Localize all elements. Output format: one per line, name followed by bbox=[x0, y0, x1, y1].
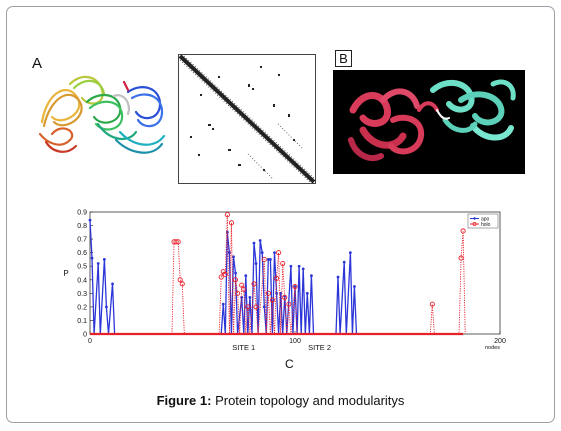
data-point bbox=[258, 239, 262, 242]
data-point bbox=[286, 301, 292, 307]
data-point bbox=[252, 241, 256, 245]
data-point bbox=[244, 274, 248, 278]
y-tick-label: 0.7 bbox=[77, 237, 87, 244]
data-point bbox=[269, 297, 275, 303]
legend-label: apo bbox=[481, 216, 490, 222]
contact-map-image bbox=[178, 54, 316, 184]
data-point bbox=[261, 256, 267, 262]
site-label: SITE 2 bbox=[308, 343, 331, 352]
data-point bbox=[218, 274, 224, 280]
series-apo bbox=[88, 218, 464, 335]
data-point bbox=[254, 262, 258, 265]
figure-caption: Figure 1: Protein topology and modularit… bbox=[0, 393, 561, 408]
site-label: SITE 1 bbox=[232, 343, 255, 352]
x-tick-label: 100 bbox=[289, 338, 301, 345]
panel-c-label: C bbox=[285, 357, 294, 371]
y-tick-label: 0.3 bbox=[77, 291, 87, 298]
data-point bbox=[224, 212, 230, 218]
y-tick-label: 0.8 bbox=[77, 223, 87, 230]
x-tick-label: 200 bbox=[494, 338, 506, 345]
y-axis-label: P bbox=[63, 269, 68, 278]
data-point bbox=[265, 290, 271, 296]
data-point bbox=[266, 258, 270, 261]
panel-a-label: A bbox=[32, 55, 43, 72]
chart-axes: 0 0.1 0.2 0.3 0.4 0.5 0.6 0.7 0.8 0.9 0 100 200 Pnode… bbox=[63, 210, 506, 353]
x-unit-label: nodes bbox=[485, 345, 500, 351]
data-point bbox=[305, 291, 309, 295]
y-tick-label: 0 bbox=[83, 332, 87, 339]
y-tick-label: 0.1 bbox=[77, 318, 87, 325]
data-point bbox=[96, 262, 100, 265]
data-point bbox=[232, 255, 235, 259]
data-point bbox=[179, 281, 185, 287]
data-point bbox=[234, 271, 237, 275]
legend-label: holo bbox=[481, 222, 491, 228]
data-point bbox=[292, 284, 298, 290]
data-point bbox=[297, 264, 301, 268]
data-point bbox=[88, 218, 92, 222]
data-point bbox=[239, 282, 245, 288]
x-tick-label: 0 bbox=[88, 338, 92, 345]
data-point bbox=[221, 302, 225, 306]
protein-ensemble-image bbox=[38, 75, 166, 154]
data-point bbox=[260, 251, 264, 255]
data-point bbox=[222, 271, 228, 277]
data-point bbox=[90, 256, 94, 260]
data-point bbox=[273, 275, 280, 281]
y-tick-label: 0.4 bbox=[77, 277, 87, 284]
y-tick-label: 0.6 bbox=[77, 250, 87, 257]
data-point bbox=[248, 296, 252, 299]
data-point bbox=[232, 277, 239, 283]
y-tick-label: 0.5 bbox=[77, 264, 87, 271]
data-point bbox=[342, 260, 346, 264]
data-point bbox=[460, 228, 466, 234]
data-point bbox=[280, 260, 286, 267]
data-point bbox=[228, 251, 231, 255]
data-point bbox=[262, 305, 266, 309]
caption-label: Figure 1: bbox=[156, 393, 212, 408]
protein-domains-image bbox=[333, 70, 525, 174]
y-tick-label: 0.2 bbox=[77, 304, 87, 311]
data-point bbox=[251, 281, 257, 287]
data-point bbox=[102, 258, 106, 261]
data-point bbox=[282, 294, 288, 300]
data-point bbox=[228, 220, 234, 226]
data-point bbox=[235, 290, 241, 296]
data-point bbox=[111, 282, 114, 286]
data-point bbox=[241, 286, 247, 292]
y-tick-label: 0.9 bbox=[77, 210, 87, 217]
data-point bbox=[301, 267, 305, 271]
data-point bbox=[253, 304, 259, 310]
data-point bbox=[245, 304, 251, 310]
series-line bbox=[171, 214, 466, 335]
legend-marker bbox=[473, 217, 476, 220]
panel-b-label: B bbox=[335, 50, 352, 67]
data-point bbox=[276, 250, 282, 256]
data-point bbox=[175, 239, 181, 245]
chart-series bbox=[88, 212, 466, 336]
data-point bbox=[269, 258, 272, 261]
legend-marker bbox=[472, 222, 477, 226]
data-point bbox=[336, 275, 340, 279]
probability-chart: 0 0.1 0.2 0.3 0.4 0.5 0.6 0.7 0.8 0.9 0 100 200 Pnode… bbox=[63, 210, 506, 353]
data-point bbox=[273, 251, 276, 255]
data-point bbox=[105, 305, 108, 309]
data-point bbox=[310, 274, 313, 278]
data-point bbox=[177, 277, 183, 283]
data-point bbox=[458, 255, 464, 261]
data-point bbox=[293, 285, 297, 288]
data-point bbox=[429, 301, 435, 307]
series-holo bbox=[171, 212, 466, 335]
data-point bbox=[348, 251, 352, 255]
plot-frame bbox=[89, 211, 501, 335]
data-point bbox=[173, 239, 179, 245]
data-point bbox=[289, 264, 293, 268]
data-point bbox=[353, 285, 356, 288]
caption-text: Protein topology and modularitys bbox=[211, 393, 405, 408]
series-line bbox=[89, 220, 464, 335]
